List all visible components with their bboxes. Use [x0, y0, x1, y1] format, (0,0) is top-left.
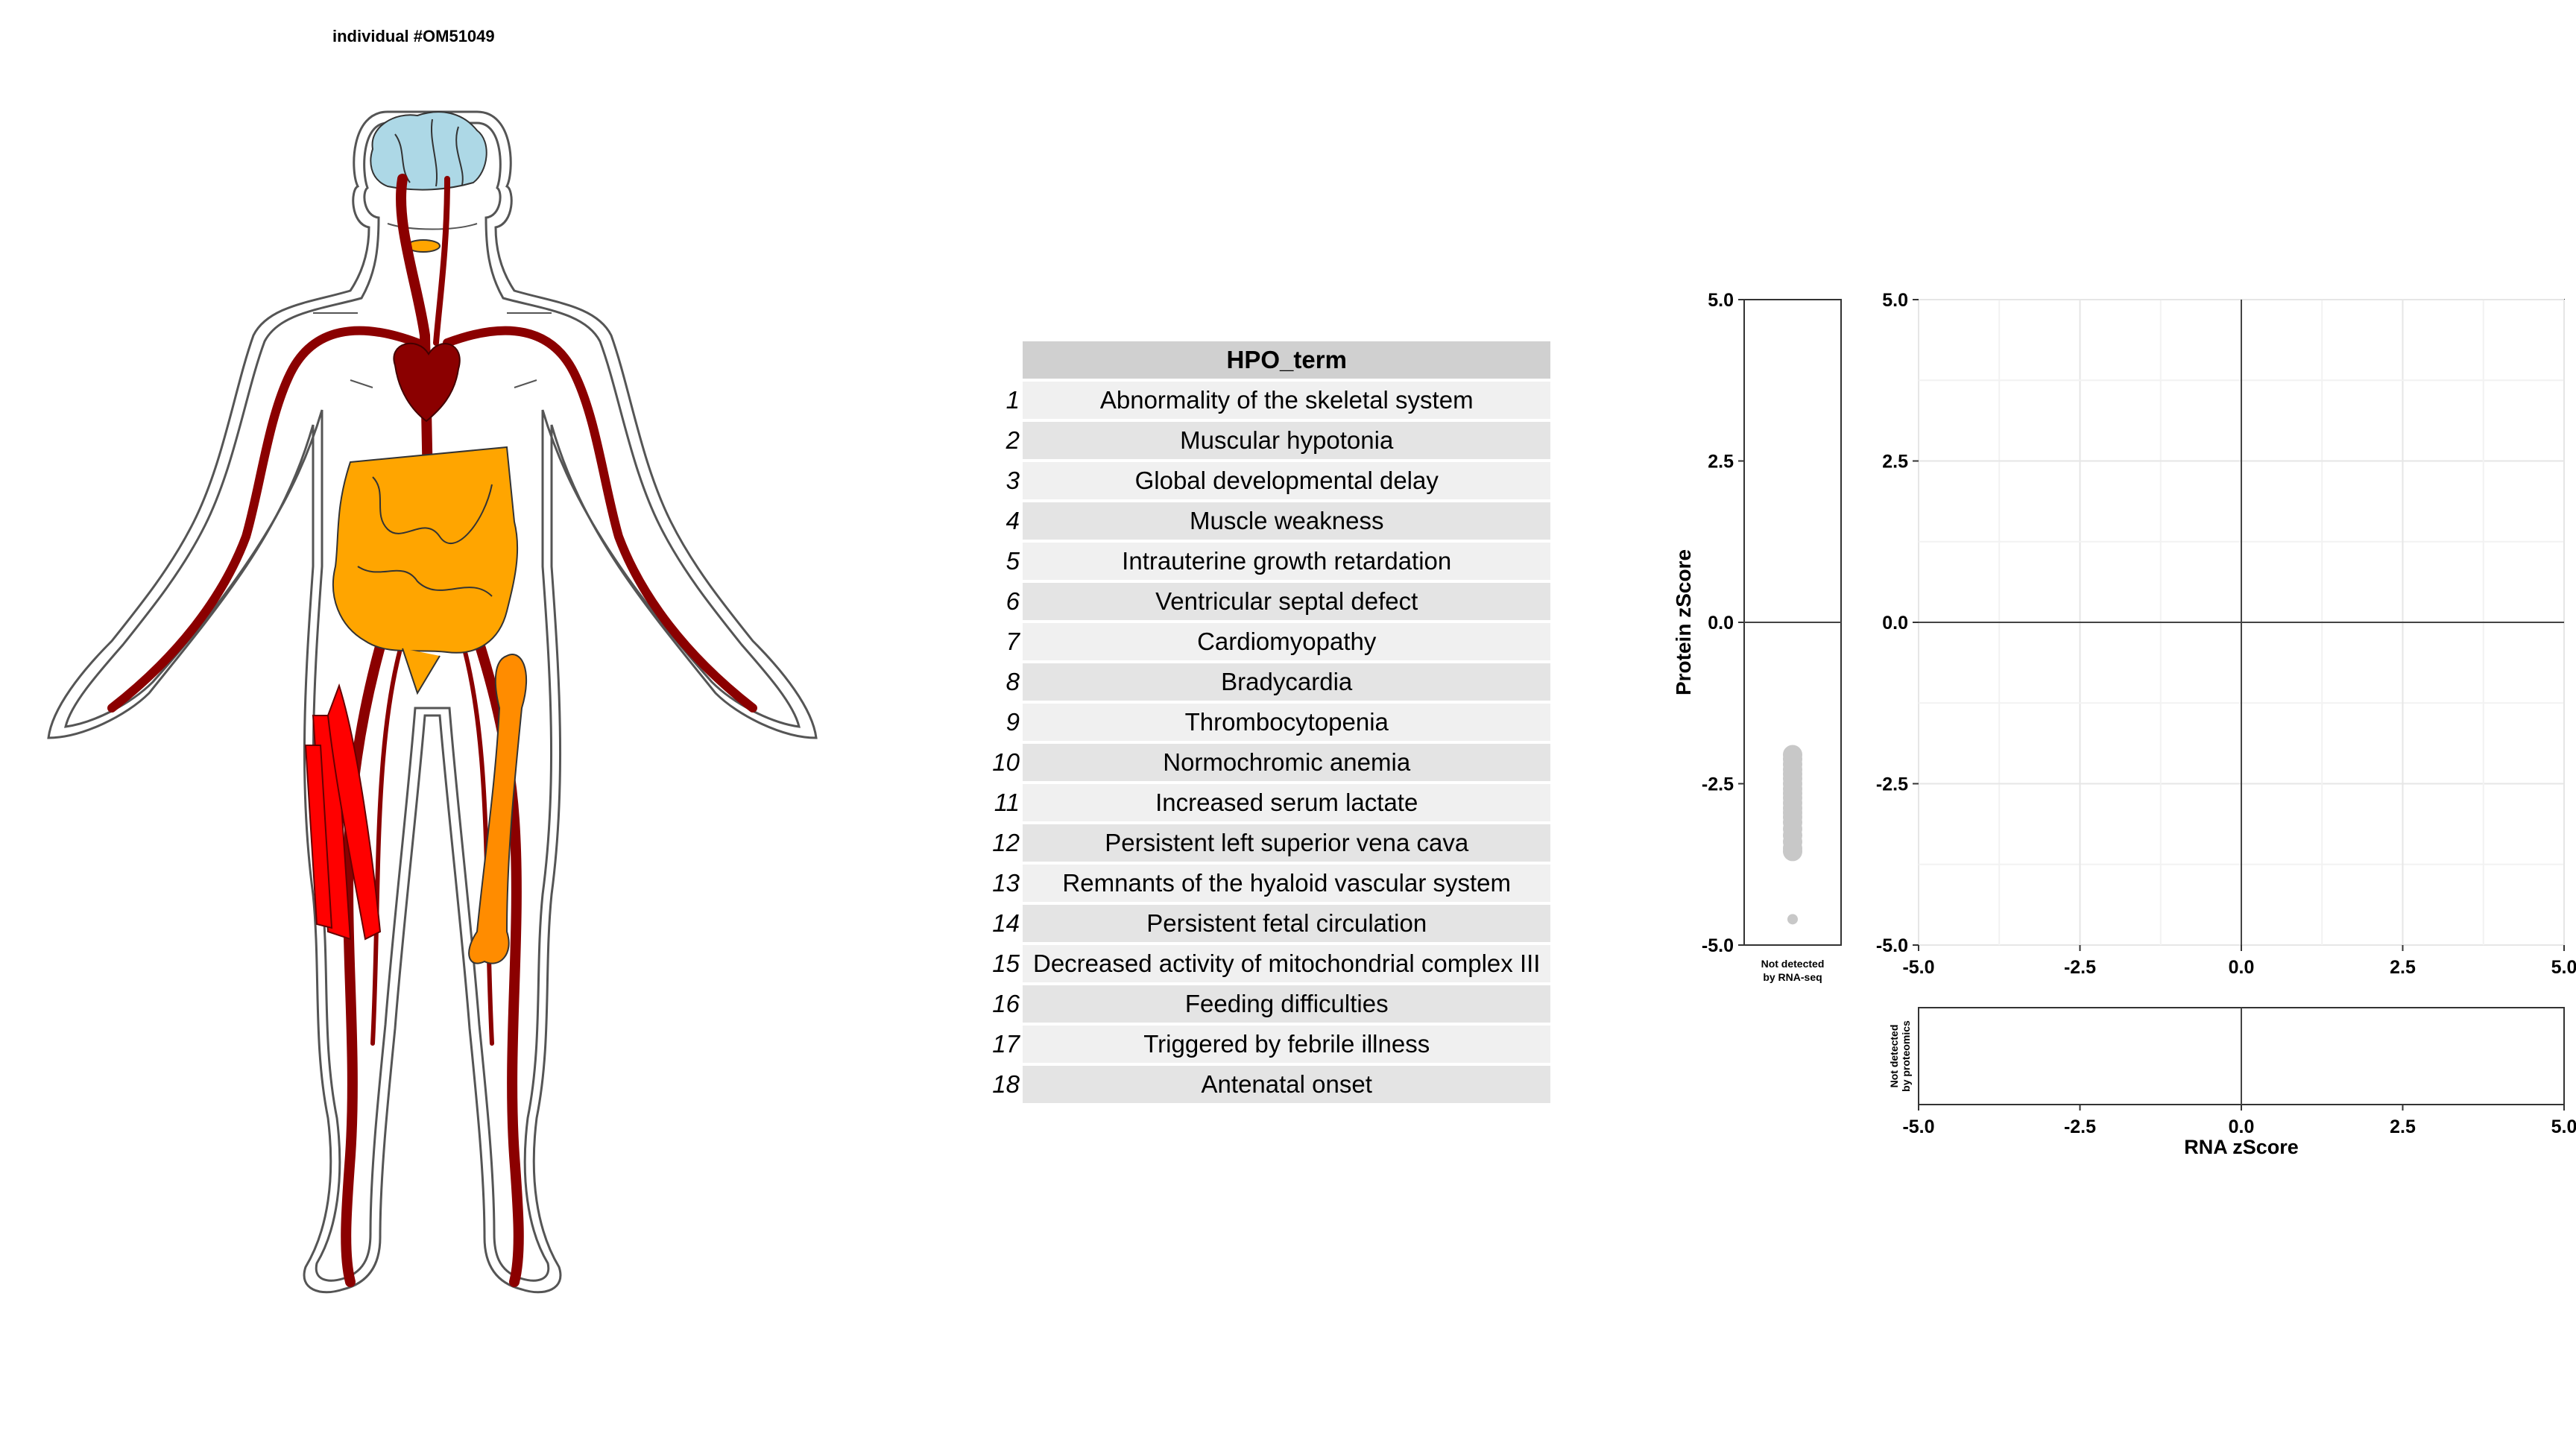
- hpo-table-header-row: HPO_term: [984, 341, 1551, 379]
- hpo-table-row: 10 Normochromic anemia: [984, 744, 1551, 781]
- hpo-table-header: HPO_term: [1023, 341, 1551, 379]
- main-x-tick-label: 2.5: [2390, 957, 2416, 978]
- left-x-label-line-2: by RNA-seq: [1763, 971, 1822, 983]
- hpo-term-cell: Normochromic anemia: [1023, 744, 1551, 781]
- hpo-table-row: 12 Persistent left superior vena cava: [984, 824, 1551, 862]
- anatomy-diagram: [47, 110, 818, 1294]
- hpo-row-number: 17: [992, 1030, 1020, 1058]
- hpo-term-cell: Muscular hypotonia: [1023, 422, 1551, 459]
- hpo-term-cell: Global developmental delay: [1023, 462, 1551, 499]
- hpo-term-cell: Persistent left superior vena cava: [1023, 824, 1551, 862]
- x-axis-label: RNA zScore: [2184, 1136, 2299, 1158]
- bottom-x-tick-label: -5.0: [1902, 1116, 1934, 1137]
- y-axis-label: Protein zScore: [1672, 549, 1695, 695]
- hpo-row-number: 15: [992, 950, 1020, 977]
- hpo-row-number: 14: [992, 909, 1020, 937]
- bottom-x-tick-label: -2.5: [2064, 1116, 2096, 1137]
- data-point: [1783, 841, 1802, 862]
- bottom-y-label-line-2: by proteomics: [1900, 1020, 1912, 1092]
- hpo-table-row: 6 Ventricular septal defect: [984, 583, 1551, 620]
- bottom-y-label-line-1: Not detected: [1888, 1025, 1900, 1088]
- hpo-table-row: 18 Antenatal onset: [984, 1066, 1551, 1103]
- left-x-label-line-1: Not detected: [1761, 958, 1825, 970]
- hpo-row-number: 3: [1006, 467, 1020, 494]
- left-y-tick-label: -5.0: [1702, 935, 1734, 956]
- hpo-row-number: 12: [992, 829, 1020, 856]
- main-y-tick-label: 5.0: [1882, 290, 1908, 311]
- hpo-row-number: 8: [1006, 668, 1020, 695]
- main-scatter-panel: 5.0 2.5 0.0 -2.5 -5.0-5.0 -2.5 0.0 2.5 5.0: [1876, 290, 2576, 978]
- hpo-table-row: 7 Cardiomyopathy: [984, 623, 1551, 660]
- hpo-row-number: 13: [992, 869, 1020, 897]
- hpo-term-cell: Increased serum lactate: [1023, 784, 1551, 821]
- left-y-tick-label: -2.5: [1702, 774, 1734, 795]
- leg-muscles: [304, 683, 382, 941]
- femur-bone: [468, 654, 528, 964]
- hpo-term-cell: Muscle weakness: [1023, 502, 1551, 540]
- hpo-table-row: 9 Thrombocytopenia: [984, 704, 1551, 741]
- hpo-table-row: 4 Muscle weakness: [984, 502, 1551, 540]
- data-point: [1787, 914, 1798, 925]
- bottom-x-tick-label: 5.0: [2551, 1116, 2576, 1137]
- bottom-x-tick-label: 0.0: [2229, 1116, 2255, 1137]
- left-y-tick-label: 0.0: [1708, 613, 1734, 634]
- hpo-table-body: 1 Abnormality of the skeletal system 2 Musc…: [984, 382, 1551, 1103]
- hpo-table-row: 2 Muscular hypotonia: [984, 422, 1551, 459]
- individual-title: individual #OM51049: [332, 27, 495, 45]
- hpo-term-cell: Ventricular septal defect: [1023, 583, 1551, 620]
- hpo-table-row: 8 Bradycardia: [984, 663, 1551, 701]
- hpo-row-number: 2: [1006, 426, 1020, 454]
- main-x-tick-label: -5.0: [1902, 957, 1934, 978]
- hpo-term-cell: Feeding difficulties: [1023, 985, 1551, 1023]
- hpo-table-row: 15 Decreased activity of mitochondrial co…: [984, 945, 1551, 982]
- digestive-system: [332, 446, 519, 695]
- hpo-row-number: 18: [992, 1070, 1020, 1098]
- hpo-term-cell: Triggered by febrile illness: [1023, 1026, 1551, 1063]
- main-y-tick-label: -5.0: [1876, 935, 1908, 956]
- hpo-term-cell: Persistent fetal circulation: [1023, 905, 1551, 942]
- hpo-table-row: 17 Triggered by febrile illness: [984, 1026, 1551, 1063]
- hpo-row-number: 5: [1006, 547, 1020, 575]
- hpo-table-row: 5 Intrauterine growth retardation: [984, 543, 1551, 580]
- hpo-row-number: 9: [1006, 708, 1020, 736]
- hpo-row-number: 10: [992, 748, 1020, 776]
- not-detected-protein-panel: -5.0 -2.5 0.0 2.5 5.0 RNA zScore Not detected b…: [1888, 1007, 2576, 1158]
- hpo-term-cell: Antenatal onset: [1023, 1066, 1551, 1103]
- hpo-row-number: 6: [1006, 587, 1020, 615]
- main-x-tick-label: -2.5: [2064, 957, 2096, 978]
- hpo-row-number: 4: [1006, 507, 1020, 534]
- hpo-table-row: 11 Increased serum lactate: [984, 784, 1551, 821]
- hpo-table-row: 1 Abnormality of the skeletal system: [984, 382, 1551, 419]
- main-y-tick-label: -2.5: [1876, 774, 1908, 795]
- hpo-table: HPO_term 1 Abnormality of the skeletal sy…: [984, 338, 1551, 1106]
- hpo-term-cell: Abnormality of the skeletal system: [1023, 382, 1551, 419]
- main-y-tick-label: 0.0: [1882, 613, 1908, 634]
- heart: [393, 342, 461, 423]
- hpo-row-number: 11: [994, 789, 1020, 816]
- hpo-table-row: 3 Global developmental delay: [984, 462, 1551, 499]
- hpo-row-number: 7: [1006, 628, 1020, 655]
- left-y-tick-label: 2.5: [1708, 452, 1734, 473]
- body-outline: [47, 110, 818, 1294]
- hpo-term-cell: Thrombocytopenia: [1023, 704, 1551, 741]
- hpo-term-cell: Decreased activity of mitochondrial comp…: [1023, 945, 1551, 982]
- main-x-tick-label: 5.0: [2551, 957, 2576, 978]
- hpo-table-row: 13 Remnants of the hyaloid vascular syste…: [984, 865, 1551, 902]
- hpo-term-cell: Cardiomyopathy: [1023, 623, 1551, 660]
- bottom-x-tick-label: 2.5: [2390, 1116, 2416, 1137]
- hpo-row-number: 16: [992, 990, 1020, 1017]
- left-y-tick-label: 5.0: [1708, 290, 1734, 311]
- main-y-tick-label: 2.5: [1882, 452, 1908, 473]
- blood-vessels: [107, 174, 757, 1287]
- hpo-row-number: 1: [1006, 386, 1020, 414]
- main-x-tick-label: 0.0: [2229, 957, 2255, 978]
- hpo-table-row: 14 Persistent fetal circulation: [984, 905, 1551, 942]
- hpo-term-cell: Intrauterine growth retardation: [1023, 543, 1551, 580]
- hpo-term-cell: Bradycardia: [1023, 663, 1551, 701]
- hpo-term-cell: Remnants of the hyaloid vascular system: [1023, 865, 1551, 902]
- hpo-table-row: 16 Feeding difficulties: [984, 985, 1551, 1023]
